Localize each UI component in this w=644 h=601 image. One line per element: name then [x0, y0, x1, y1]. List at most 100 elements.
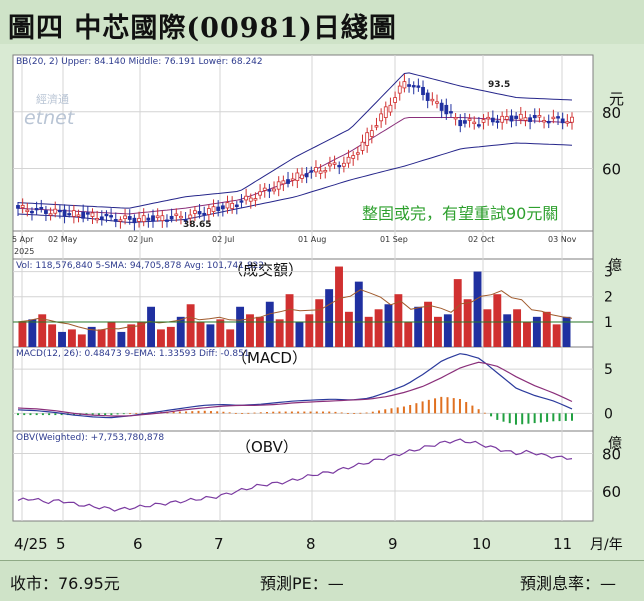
candle-body	[551, 116, 556, 120]
volume-bar	[523, 321, 531, 347]
macd-hist-bar	[421, 401, 424, 414]
candle-body	[81, 211, 86, 219]
candle-body	[467, 118, 472, 121]
macd-hist-bar	[440, 396, 443, 414]
obv-label: （OBV）	[236, 438, 298, 456]
candle-body	[127, 216, 132, 220]
macd-hist-bar	[253, 412, 256, 414]
candle-body	[39, 207, 44, 210]
candle-body	[206, 208, 211, 215]
candlesticks	[16, 74, 574, 231]
bb-upper-line	[17, 72, 573, 209]
macd-hist-bar	[490, 413, 493, 417]
candle-body	[53, 208, 58, 214]
candle-body	[444, 104, 449, 115]
macd-hist-bar	[378, 410, 381, 414]
x-tick-label: 5	[56, 535, 66, 553]
candle-body	[304, 173, 309, 178]
volume-bar	[166, 326, 175, 347]
volume-bar	[325, 289, 334, 347]
volume-bar	[503, 314, 512, 347]
volume-bar	[186, 304, 195, 347]
candle-body	[490, 117, 495, 123]
macd-hist-bar	[216, 411, 219, 414]
macd-hist-bar	[533, 413, 536, 424]
macd-hist-bar	[209, 411, 212, 414]
macd-y-tick-label: 0	[604, 406, 613, 422]
macd-hist-bar	[297, 411, 300, 414]
candle-body	[355, 152, 360, 155]
candle-body	[286, 179, 290, 184]
candle-body	[323, 170, 328, 173]
candle-body	[332, 162, 337, 165]
volume-unit: 億	[608, 258, 622, 274]
forecast-yield: 預測息率：—	[520, 574, 617, 593]
annotation-text: 整固或完，有望重試90元關	[362, 204, 558, 223]
macd-hist-bar	[452, 398, 455, 414]
candle-body	[318, 170, 323, 174]
macd-hist-bar	[272, 411, 275, 414]
volume-bar	[483, 309, 492, 347]
macd-info: MACD(12, 26): 0.48473 9-EMA: 1.33593 Dif…	[16, 349, 250, 359]
macd-hist-bar	[278, 411, 281, 414]
macd-hist-bar	[35, 413, 38, 416]
macd-hist-bar	[371, 411, 374, 414]
candle-body	[174, 213, 179, 216]
forecast-pe: 預測PE：—	[260, 574, 344, 593]
volume-bar	[364, 316, 373, 347]
candle-body	[95, 217, 100, 221]
volume-bar	[127, 324, 136, 347]
candle-body	[388, 104, 393, 113]
candle-body	[113, 219, 118, 222]
candle-body	[272, 188, 276, 192]
price-y-tick-label: 60	[602, 161, 621, 179]
macd-hist-bar	[521, 413, 524, 425]
candle-body	[85, 212, 90, 215]
macd-hist-bar	[465, 402, 468, 414]
volume-bar	[374, 309, 383, 347]
candle-body	[118, 219, 123, 222]
macd-hist-bar	[135, 412, 138, 414]
candle-body	[230, 202, 235, 209]
macd-hist-bar	[234, 412, 237, 414]
volume-bar	[117, 331, 126, 347]
macd-hist-bar	[185, 411, 188, 414]
x-tick-label: 11	[553, 535, 572, 553]
candle-body	[141, 215, 146, 222]
candle-body	[514, 115, 519, 119]
candle-body	[416, 85, 421, 88]
macd-hist-bar	[122, 413, 125, 415]
volume-bar	[513, 309, 522, 347]
volume-bar	[226, 329, 235, 347]
volume-bar	[275, 319, 284, 347]
candle-body	[393, 97, 397, 103]
macd-hist-bar	[172, 411, 175, 414]
candle-body	[556, 116, 560, 119]
candle-body	[537, 115, 542, 118]
candle-body	[57, 209, 62, 213]
volume-y-tick-label: 3	[604, 265, 613, 281]
price-unit: 元	[609, 90, 624, 108]
volume-bar	[295, 321, 304, 347]
high-label: 93.5	[488, 80, 510, 90]
x-axis-unit: 月/年	[590, 537, 623, 553]
macd-hist-bar	[97, 413, 100, 416]
candle-body	[486, 116, 491, 120]
candle-body	[300, 174, 304, 179]
obv-gridlines	[13, 453, 593, 492]
volume-bar	[493, 294, 502, 347]
candle-body	[197, 211, 202, 215]
candle-body	[365, 132, 370, 146]
candle-body	[183, 219, 188, 222]
candle-body	[463, 120, 467, 124]
macd-hist-bar	[334, 411, 337, 414]
close-price: 收市：76.95元	[10, 574, 120, 593]
candle-body	[137, 217, 141, 222]
obv-panel	[12, 430, 594, 522]
candle-body	[281, 180, 286, 185]
volume-sma-line	[17, 289, 573, 331]
date-label: 02 Jun	[128, 235, 153, 244]
macd-hist-bar	[60, 413, 63, 416]
date-strip	[12, 230, 594, 260]
candle-body	[123, 215, 127, 220]
